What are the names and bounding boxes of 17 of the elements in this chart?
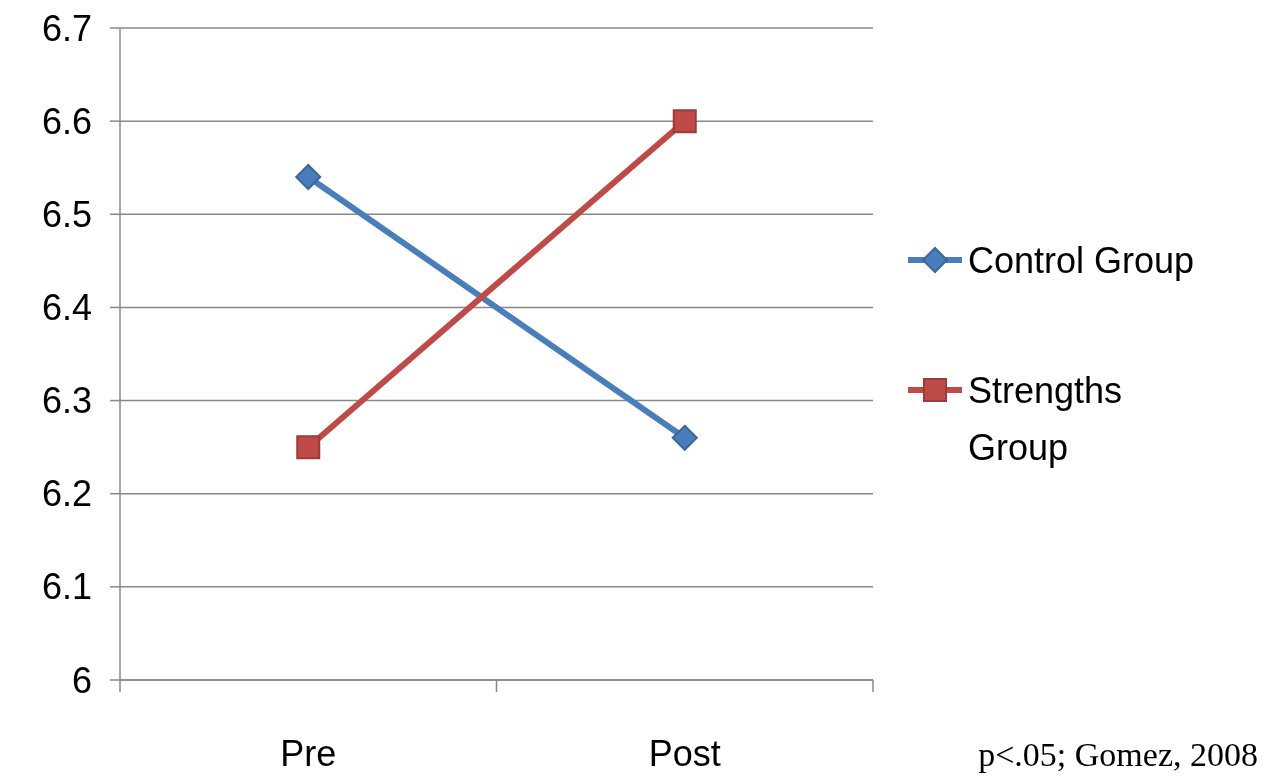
point xyxy=(671,424,698,451)
y-tick-label: 6.5 xyxy=(41,193,92,235)
legend-label: Control Group xyxy=(968,239,1195,281)
y-tick-label: 6.7 xyxy=(41,7,92,49)
point xyxy=(296,435,321,460)
y-tick-label: 6.3 xyxy=(41,380,92,422)
y-tick-label: 6.4 xyxy=(41,287,92,329)
y-tick-label: 6.6 xyxy=(41,100,92,142)
x-tick-label: Pre xyxy=(280,733,337,774)
point xyxy=(295,164,322,191)
point xyxy=(672,109,697,134)
x-tick-label: Post xyxy=(648,733,721,774)
y-tick-label: 6.1 xyxy=(41,566,92,608)
y-tick-label: 6.2 xyxy=(41,473,92,515)
legend-label: Strengths Group xyxy=(968,369,1123,468)
text: p<.05; Gomez, 2008 xyxy=(978,736,1258,773)
y-tick-label: 6 xyxy=(71,659,92,701)
